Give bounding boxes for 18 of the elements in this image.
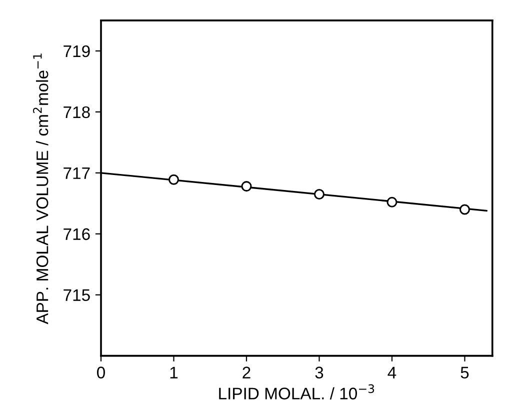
y-axis-title: APP. MOLAL VOLUME / cm$^{2}$mole$^{−1}$ [33,54,48,324]
point [241,181,252,192]
y-tick-label: 716 [64,228,90,240]
point [314,188,325,200]
y-tick-label: 717 [64,167,90,179]
y-tick-label: 719 [64,45,90,58]
x-tick-label: 0 [97,366,105,378]
point [459,204,470,215]
x-tick-label: 3 [315,366,324,378]
x-tick-label: 5 [460,366,469,378]
point [386,196,398,208]
y-tick-label: 718 [64,106,90,118]
y-tick-label: 715 [64,289,90,302]
x-tick-label: 4 [388,366,396,378]
point [168,174,180,185]
x-axis-title: LIPID MOLAL. / 10$^{−3}$ [219,384,374,400]
x-tick-label: 2 [242,366,250,378]
x-tick-label: 1 [170,366,178,378]
